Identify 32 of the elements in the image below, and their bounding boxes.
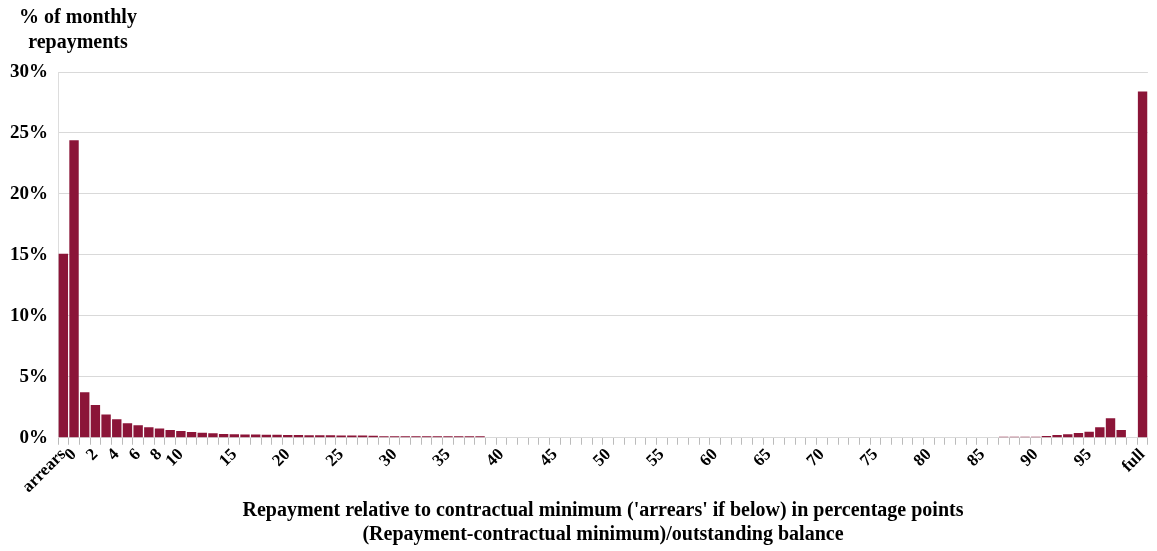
- x-tick-label: 45: [535, 444, 561, 470]
- y-axis-title: % of monthly repayments: [19, 5, 137, 54]
- x-tick-label: 90: [1016, 444, 1042, 470]
- x-tick-label: 85: [962, 444, 989, 470]
- y-tick-label: 5%: [19, 364, 48, 386]
- bar: [1137, 91, 1148, 438]
- x-tick-label: 15: [214, 444, 241, 470]
- x-tick-label: 50: [588, 444, 615, 470]
- y-tick-label: 25%: [10, 120, 48, 142]
- x-tick-label: 2: [81, 444, 102, 464]
- y-tick-label: 15%: [10, 242, 48, 264]
- bar: [1116, 429, 1126, 438]
- y-tick-label: 0%: [19, 425, 48, 447]
- x-tick-label: 60: [695, 444, 722, 470]
- y-tick-label: 30%: [10, 59, 48, 81]
- x-tick-label: 95: [1069, 444, 1096, 470]
- x-axis-title: Repayment relative to contractual minimum ('arrears' if below) in percentage points (Repayment-contractual minimum)/outstanding balance: [242, 498, 964, 546]
- y-tick-label: 20%: [10, 181, 48, 203]
- x-tick-label: 65: [749, 444, 775, 470]
- x-tick-label: 80: [909, 444, 935, 470]
- x-tick-label: 75: [855, 444, 882, 470]
- x-tick-label: 40: [481, 444, 508, 470]
- x-tick-label: 4: [103, 444, 124, 464]
- x-tick-label: 70: [802, 444, 828, 470]
- x-tick-label: 25: [321, 444, 348, 470]
- x-tick-label: 35: [428, 444, 454, 470]
- x-tick-label: 30: [375, 444, 401, 470]
- x-tick-label: 55: [642, 444, 668, 470]
- x-tick-label: 6: [124, 444, 145, 464]
- x-tick-label: full: [1117, 444, 1149, 476]
- x-tick-label: 20: [268, 444, 294, 470]
- y-tick-label: 10%: [10, 303, 48, 325]
